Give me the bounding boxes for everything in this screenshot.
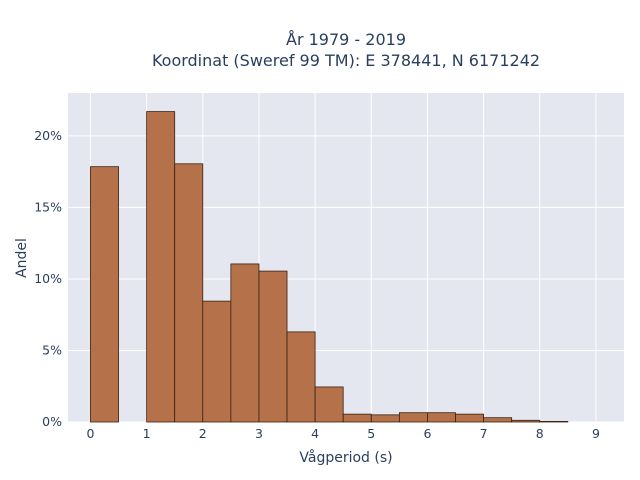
histogram-bar	[511, 419, 541, 423]
chart-title-line1: År 1979 - 2019	[286, 30, 406, 49]
histogram-bar	[483, 417, 513, 423]
y-tick-label: 20%	[34, 128, 62, 143]
x-tick-label: 0	[86, 426, 94, 441]
y-tick-labels: 0% 5% 10% 15% 20%	[34, 128, 62, 429]
histogram-bar	[427, 412, 456, 423]
histogram-bar	[174, 163, 204, 423]
histogram-bar	[286, 331, 316, 423]
x-tick-label: 4	[311, 426, 319, 441]
histogram-bar	[370, 414, 400, 423]
histogram-bar	[90, 166, 119, 423]
y-tick-label: 10%	[34, 271, 62, 286]
x-tick-label: 1	[143, 426, 151, 441]
x-tick-label: 7	[480, 426, 488, 441]
histogram-bar	[314, 386, 344, 423]
histogram-bar	[202, 300, 232, 423]
bars	[90, 111, 569, 423]
histogram-bar	[146, 111, 176, 423]
y-tick-label: 15%	[34, 199, 62, 214]
x-tick-label: 2	[199, 426, 207, 441]
x-axis-label: Vågperiod (s)	[299, 449, 392, 466]
x-tick-label: 8	[536, 426, 544, 441]
histogram-bar	[230, 263, 260, 423]
histogram-bar	[258, 270, 288, 423]
y-tick-label: 0%	[42, 414, 62, 429]
histogram-bar	[539, 421, 569, 423]
x-tick-label: 5	[367, 426, 375, 441]
x-tick-label: 9	[592, 426, 600, 441]
histogram-bar	[342, 413, 372, 423]
histogram-bar	[398, 412, 428, 423]
x-tick-labels: 0 1 2 3 4 5 6 7 8 9	[86, 426, 599, 441]
chart-title-line2: Koordinat (Sweref 99 TM): E 378441, N 61…	[152, 51, 540, 70]
y-axis-label: Andel	[14, 238, 30, 278]
y-tick-label: 5%	[42, 342, 62, 357]
x-tick-label: 3	[255, 426, 263, 441]
histogram-bar	[455, 413, 484, 423]
x-tick-label: 6	[423, 426, 431, 441]
